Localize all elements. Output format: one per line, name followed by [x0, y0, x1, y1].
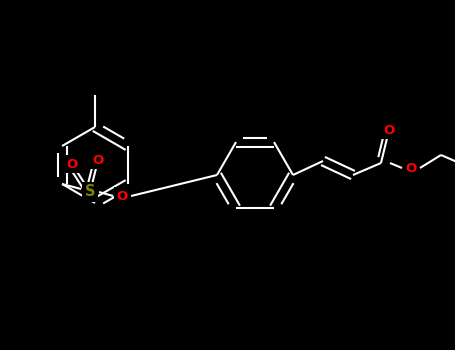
Text: O: O: [92, 154, 104, 167]
Text: O: O: [405, 161, 417, 175]
Text: O: O: [116, 189, 128, 203]
Text: S: S: [85, 184, 96, 200]
Text: O: O: [384, 124, 394, 136]
Text: O: O: [66, 158, 78, 170]
